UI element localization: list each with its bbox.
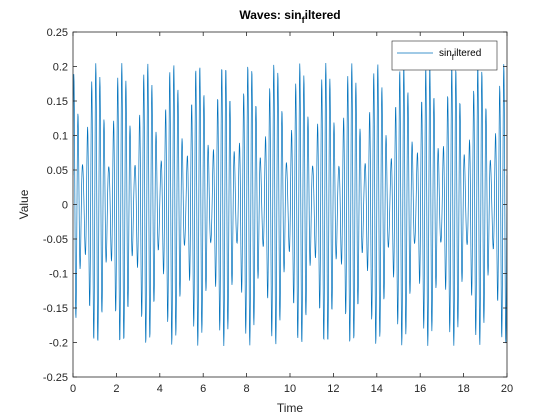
y-tick-label: -0.05: [43, 234, 68, 246]
y-tick-label: -0.25: [43, 372, 68, 384]
y-axis: -0.25 -0.2 -0.15 -0.1 -0.05 0 0.05 0.1 0.15 0.2 0.…: [43, 27, 507, 384]
chart-title-rest: iltered: [305, 8, 341, 22]
chart-title-sub: f: [302, 15, 306, 25]
chart-title: Waves: sinfiltered: [239, 8, 340, 25]
x-tick-label: 18: [457, 383, 469, 395]
y-tick-label: 0.25: [47, 27, 68, 39]
legend-entry-label: sinfiltered: [439, 48, 481, 62]
series-line: [73, 63, 507, 346]
x-tick-label: 8: [244, 383, 250, 395]
x-tick-label: 2: [113, 383, 119, 395]
y-tick-label: 0.1: [53, 131, 68, 143]
x-tick-label: 10: [284, 383, 296, 395]
x-tick-label: 4: [157, 383, 163, 395]
legend-entry-main: sin: [439, 48, 452, 59]
legend-box: [391, 40, 498, 71]
x-axis: 0 2 4 6 8 10 12 14 16 18 20: [70, 32, 513, 395]
x-tick-label: 6: [200, 383, 206, 395]
y-tick-label: -0.1: [49, 269, 68, 281]
legend-entry-sub: f: [452, 53, 455, 62]
y-tick-label: 0.15: [47, 96, 68, 108]
y-tick-label: -0.15: [43, 303, 68, 315]
x-tick-label: 16: [414, 383, 426, 395]
y-tick-label: 0.05: [47, 165, 68, 177]
y-tick-label: 0.2: [53, 62, 68, 74]
x-tick-label: 20: [501, 383, 513, 395]
x-tick-label: 12: [327, 383, 339, 395]
x-tick-label: 0: [70, 383, 76, 395]
y-tick-label: 0: [62, 200, 68, 212]
x-tick-label: 14: [371, 383, 383, 395]
x-axis-label: Time: [277, 401, 304, 415]
y-tick-label: -0.2: [49, 338, 68, 350]
y-axis-label: Value: [17, 189, 31, 219]
legend: sinfiltered: [391, 40, 498, 71]
chart-title-main: Waves: sin: [239, 8, 301, 22]
legend-entry-rest: iltered: [454, 48, 481, 59]
